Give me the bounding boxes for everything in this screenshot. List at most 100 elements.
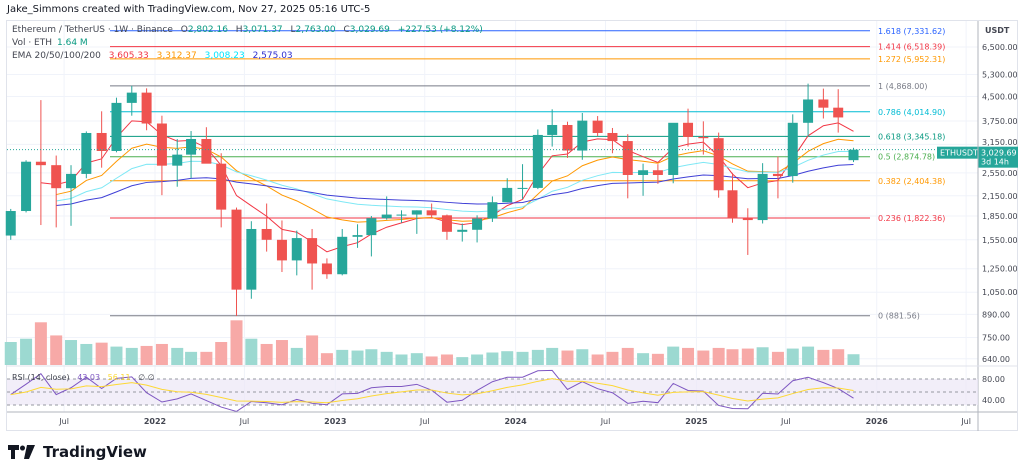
candle-body — [172, 154, 183, 166]
fib-label: 0.5 (2,874.78) — [878, 153, 935, 162]
candle-body — [291, 238, 302, 261]
candle-body — [562, 124, 573, 151]
candle-body — [411, 210, 422, 215]
candle-body — [803, 99, 814, 123]
volume-bar — [215, 342, 228, 365]
open-value: 2,802.16 — [187, 25, 228, 35]
candle-body — [396, 214, 407, 216]
volume-bar — [306, 335, 319, 365]
volume-bar — [50, 335, 63, 365]
high-label: H — [235, 25, 243, 35]
volume-bar — [365, 349, 378, 365]
rsi-legend: RSI (14, close) 43.03 56.11 ∅ ∅ — [12, 373, 160, 382]
time-tick: 2026 — [866, 417, 889, 426]
time-tick: 2023 — [324, 417, 346, 426]
candle-body — [111, 102, 122, 151]
volume-bar — [351, 350, 364, 365]
candle-body — [517, 187, 528, 189]
fib-label: 1.618 (7,331.62) — [878, 27, 945, 36]
time-tick: 2025 — [685, 417, 708, 426]
candle-body — [848, 149, 859, 161]
volume-bar — [230, 320, 243, 365]
volume-bar — [667, 346, 680, 365]
time-tick: 2022 — [144, 417, 166, 426]
price-tick: 5,300.00 — [982, 70, 1018, 79]
volume-bar — [516, 351, 529, 365]
fib-label: 0.382 (2,404.38) — [878, 177, 945, 186]
ema100-value: 3,008.23 — [204, 51, 245, 61]
candle-body — [246, 228, 257, 290]
ema200-value: 2,575.03 — [252, 51, 293, 61]
symbol-title[interactable]: Ethereum / TetherUS · 1W · Binance — [12, 25, 173, 35]
volume-bar — [712, 347, 725, 365]
rsi-extra: ∅ ∅ — [138, 373, 155, 382]
volume-bar — [410, 353, 423, 365]
price-tick: 750.00 — [982, 333, 1010, 342]
open-label: O — [180, 25, 188, 35]
candle-body — [532, 134, 543, 188]
fib-label: 0 (881.56) — [878, 312, 920, 321]
rsi-ma-line — [10, 378, 854, 404]
candle-body — [426, 210, 437, 216]
candle-body — [683, 122, 694, 137]
rsi-tick: 40.00 — [982, 396, 1005, 405]
candle-body — [652, 170, 663, 175]
volume-bar — [697, 350, 710, 365]
candle-body — [216, 163, 227, 210]
volume-bar — [275, 340, 288, 365]
volume-bar — [741, 348, 754, 365]
candle-body — [487, 202, 498, 219]
candle-body — [772, 173, 783, 177]
volume-bar — [95, 342, 108, 365]
volume-bar — [621, 347, 634, 365]
volume-bar — [395, 354, 408, 365]
fib-label: 0.236 (1,822.36) — [878, 214, 945, 223]
volume-bar — [832, 349, 845, 365]
candle-body — [742, 218, 753, 221]
candle-body — [787, 122, 798, 177]
price-tick: 2,150.00 — [982, 192, 1018, 201]
ema-label[interactable]: EMA 20/50/100/200 — [12, 51, 101, 61]
candle-body — [818, 99, 829, 108]
price-tick: 1,850.00 — [982, 212, 1018, 221]
symbol-legend: Ethereum / TetherUS · 1W · Binance O2,80… — [12, 25, 488, 35]
high-value: 3,071.37 — [242, 25, 283, 35]
volume-bar — [576, 349, 589, 365]
chart-credit: Jake_Simmons created with TradingView.co… — [7, 4, 371, 15]
candle-body — [547, 124, 558, 135]
volume-bar — [786, 348, 799, 365]
volume-bar — [171, 347, 184, 365]
candle-body — [668, 122, 679, 175]
volume-bar — [425, 356, 438, 365]
fib-label: 1.272 (5,952.31) — [878, 55, 945, 64]
volume-bar — [336, 349, 349, 365]
tradingview-logo-icon — [8, 445, 35, 459]
price-tick: 1,550.00 — [982, 236, 1018, 245]
candle-body — [261, 228, 272, 240]
candle-body — [96, 132, 107, 151]
rsi-tick: 80.00 — [982, 375, 1005, 384]
logo-text: TradingView — [43, 443, 147, 461]
candle-body — [457, 229, 468, 232]
price-tick: 890.00 — [982, 310, 1010, 319]
rsi-label[interactable]: RSI (14, close) — [12, 373, 70, 382]
price-tick: 640.00 — [982, 355, 1010, 364]
candle-body — [833, 107, 844, 118]
volume-label[interactable]: Vol · ETH — [12, 38, 52, 48]
volume-bar — [771, 351, 784, 365]
candle-body — [757, 173, 768, 221]
volume-bar — [20, 338, 33, 365]
time-tick: Jul — [239, 417, 250, 426]
candle-body — [21, 161, 32, 212]
candle-body — [141, 92, 152, 124]
candle-body — [186, 138, 197, 155]
candle-body — [381, 214, 392, 219]
volume-bar — [817, 349, 830, 365]
candle-body — [577, 120, 588, 151]
candle-body — [276, 239, 287, 261]
countdown: 3d 14h — [981, 158, 1009, 167]
volume-bar — [320, 353, 333, 365]
candle-body — [622, 141, 633, 175]
price-tick: 3,150.00 — [982, 138, 1018, 147]
